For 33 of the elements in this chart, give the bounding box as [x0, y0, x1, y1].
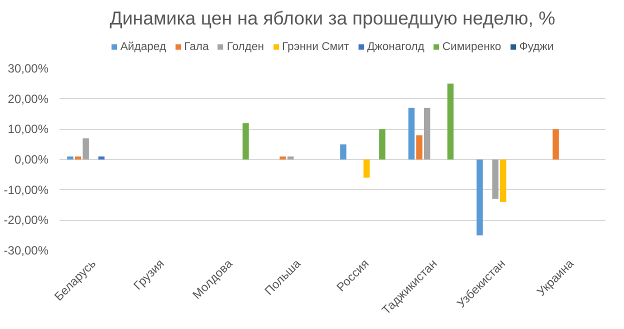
bar: [82, 138, 89, 160]
bar: [287, 156, 294, 160]
bar: [364, 160, 370, 178]
y-tick-label: 30,00%: [8, 62, 49, 76]
bar: [98, 156, 105, 160]
legend-label: Голден: [226, 40, 264, 52]
legend-label: Гала: [184, 40, 209, 52]
bar: [492, 160, 498, 199]
y-tick-label: -20,00%: [4, 213, 49, 228]
legend-label: Симиренко: [442, 40, 502, 52]
y-tick-label: -10,00%: [4, 182, 49, 197]
bar: [74, 156, 82, 160]
legend-label: Грэнни Смит: [282, 40, 350, 52]
legend-label: Айдаред: [120, 40, 166, 52]
bar: [408, 108, 415, 160]
y-tick-label: 10,00%: [8, 122, 49, 136]
bar: [67, 156, 74, 160]
y-tick-label: 0,00%: [14, 152, 49, 166]
bar: [500, 160, 506, 202]
bar: [476, 160, 483, 236]
legend-label: Фуджи: [519, 40, 554, 52]
bar: [447, 84, 454, 160]
legend-label: Джонаголд: [367, 40, 424, 52]
chart-title: Динамика цен на яблоки за прошедшую неделю, %: [110, 8, 556, 28]
y-tick-label: -30,00%: [4, 244, 49, 258]
bar: [379, 129, 386, 160]
bar: [552, 129, 559, 160]
bar: [280, 156, 286, 160]
bar: [416, 135, 422, 160]
bar: [424, 108, 430, 160]
bar: [242, 123, 249, 160]
y-tick-label: 20,00%: [8, 92, 49, 106]
bar: [340, 144, 346, 160]
